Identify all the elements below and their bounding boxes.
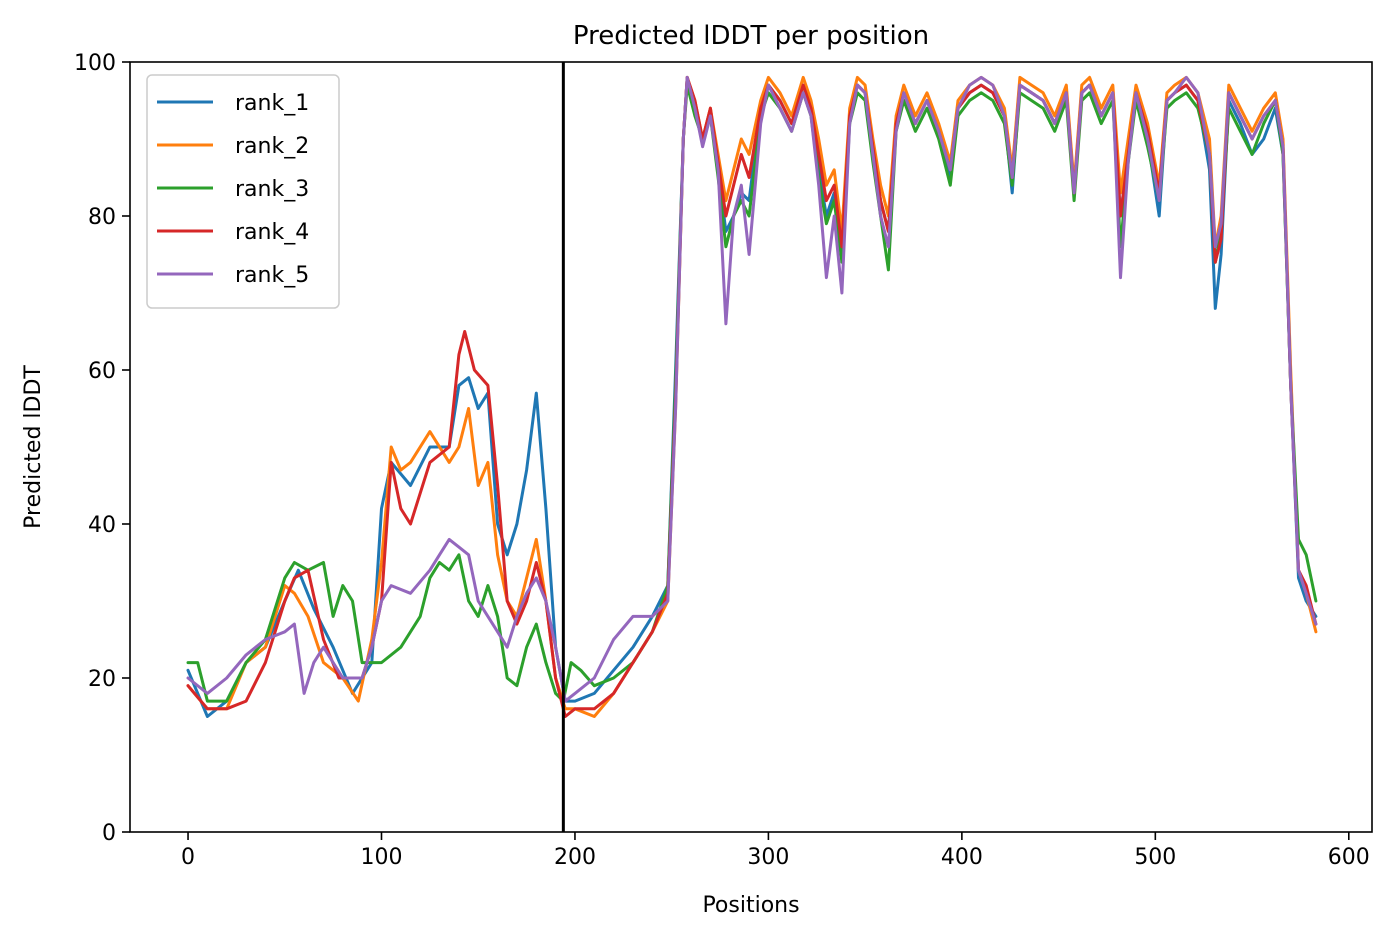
chart-title: Predicted lDDT per position (573, 21, 929, 51)
plot-frame (129, 61, 1373, 833)
x-tick-label: 500 (1134, 845, 1176, 870)
y-axis: 0 20 40 60 80 100 (74, 51, 130, 846)
y-tick-label: 100 (74, 51, 116, 76)
x-tick-label: 300 (747, 845, 789, 870)
y-tick-label: 80 (88, 205, 116, 230)
legend-box (146, 74, 340, 309)
plot-area (129, 61, 1373, 833)
series-line-rank_1 (186, 75, 1318, 718)
x-axis: 0 100 200 300 400 500 600 (181, 832, 1370, 870)
legend-label-rank_1: rank_1 (235, 91, 309, 116)
y-tick-label: 40 (88, 513, 116, 538)
y-tick-label: 20 (88, 667, 116, 692)
x-axis-label: Positions (702, 893, 799, 918)
legend-label-rank_5: rank_5 (235, 263, 309, 288)
x-tick-label: 100 (360, 845, 402, 870)
legend-label-rank_4: rank_4 (235, 220, 309, 245)
legend: rank_1 rank_2 rank_3 rank_4 rank_5 (146, 74, 340, 309)
x-tick-label: 0 (181, 845, 195, 870)
x-tick-label: 600 (1328, 845, 1370, 870)
y-axis-label: Predicted lDDT (21, 365, 46, 529)
y-tick-label: 60 (88, 359, 116, 384)
x-tick-label: 400 (941, 845, 983, 870)
legend-label-rank_3: rank_3 (235, 177, 309, 202)
series-line-rank_5 (186, 75, 1318, 703)
legend-label-rank_2: rank_2 (235, 134, 309, 159)
y-tick-label: 0 (102, 821, 116, 846)
x-tick-label: 200 (554, 845, 596, 870)
